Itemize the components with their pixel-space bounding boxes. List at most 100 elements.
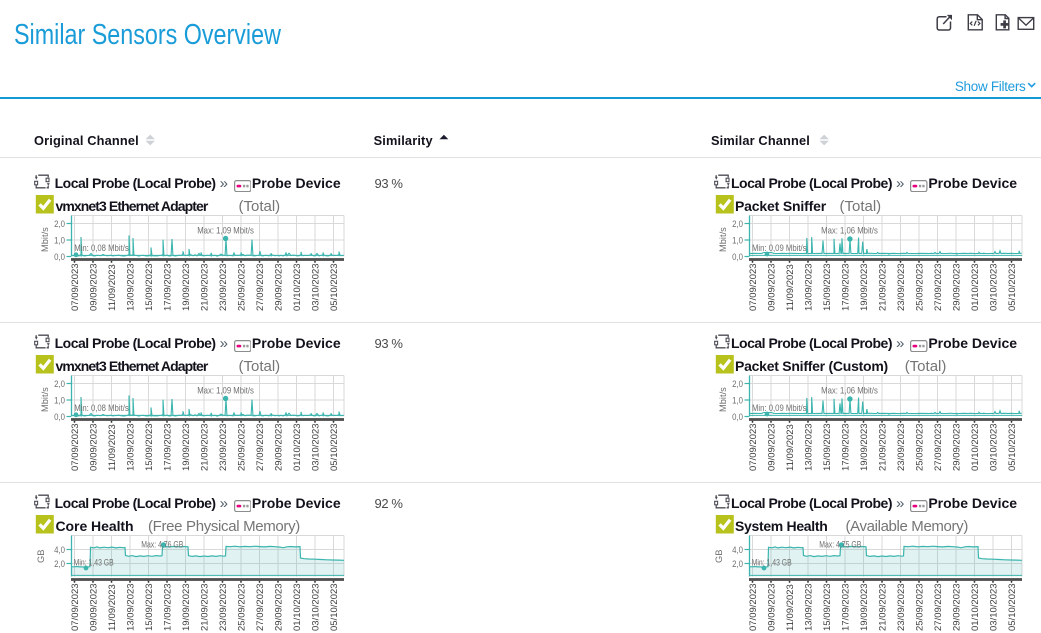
svg-text:11/09/2023: 11/09/2023 bbox=[107, 584, 118, 631]
svg-text:13/09/2023: 13/09/2023 bbox=[803, 423, 814, 471]
svg-text:09/09/2023: 09/09/2023 bbox=[88, 583, 99, 631]
svg-text:05/10/2023: 05/10/2023 bbox=[1007, 583, 1018, 631]
svg-text:19/09/2023: 19/09/2023 bbox=[859, 263, 870, 311]
svg-text:05/10/2023: 05/10/2023 bbox=[1007, 263, 1018, 311]
svg-text:Mbit/s: Mbit/s bbox=[718, 387, 728, 412]
svg-text:07/09/2023: 07/09/2023 bbox=[748, 583, 759, 631]
svg-text:29/09/2023: 29/09/2023 bbox=[273, 423, 284, 471]
svg-text:01/10/2023: 01/10/2023 bbox=[970, 583, 981, 631]
svg-text:19/09/2023: 19/09/2023 bbox=[859, 423, 870, 471]
svg-text:2,0: 2,0 bbox=[54, 378, 65, 389]
svg-text:07/09/2023: 07/09/2023 bbox=[70, 263, 81, 311]
svg-text:27/09/2023: 27/09/2023 bbox=[933, 583, 944, 631]
svg-text:23/09/2023: 23/09/2023 bbox=[218, 263, 229, 311]
svg-text:Max: 4,76 GB: Max: 4,76 GB bbox=[141, 539, 183, 549]
svg-text:01/10/2023: 01/10/2023 bbox=[292, 263, 303, 311]
svg-text:25/09/2023: 25/09/2023 bbox=[914, 583, 925, 631]
svg-text:27/09/2023: 27/09/2023 bbox=[255, 423, 266, 471]
svg-text:11/09/2023: 11/09/2023 bbox=[107, 424, 118, 471]
svg-text:17/09/2023: 17/09/2023 bbox=[840, 263, 851, 311]
svg-text:09/09/2023: 09/09/2023 bbox=[88, 423, 99, 471]
svg-text:0,0: 0,0 bbox=[54, 411, 65, 422]
svg-text:05/10/2023: 05/10/2023 bbox=[329, 423, 340, 471]
svg-text:21/09/2023: 21/09/2023 bbox=[877, 263, 888, 311]
svg-text:27/09/2023: 27/09/2023 bbox=[933, 263, 944, 311]
svg-text:0,0: 0,0 bbox=[732, 411, 743, 422]
svg-text:2,0: 2,0 bbox=[732, 378, 743, 389]
svg-text:15/09/2023: 15/09/2023 bbox=[144, 583, 155, 631]
svg-text:07/09/2023: 07/09/2023 bbox=[70, 423, 81, 471]
svg-text:01/10/2023: 01/10/2023 bbox=[292, 583, 303, 631]
svg-text:2,0: 2,0 bbox=[54, 558, 65, 569]
svg-text:1,0: 1,0 bbox=[54, 395, 65, 406]
svg-text:03/10/2023: 03/10/2023 bbox=[310, 583, 321, 631]
svg-text:09/09/2023: 09/09/2023 bbox=[88, 263, 99, 311]
svg-text:03/10/2023: 03/10/2023 bbox=[310, 423, 321, 471]
svg-text:15/09/2023: 15/09/2023 bbox=[144, 423, 155, 471]
svg-text:07/09/2023: 07/09/2023 bbox=[748, 423, 759, 471]
svg-text:03/10/2023: 03/10/2023 bbox=[988, 583, 999, 631]
svg-text:27/09/2023: 27/09/2023 bbox=[255, 583, 266, 631]
svg-text:25/09/2023: 25/09/2023 bbox=[236, 583, 247, 631]
svg-text:05/10/2023: 05/10/2023 bbox=[1007, 423, 1018, 471]
svg-text:25/09/2023: 25/09/2023 bbox=[914, 263, 925, 311]
svg-text:1,0: 1,0 bbox=[732, 395, 743, 406]
svg-text:19/09/2023: 19/09/2023 bbox=[181, 583, 192, 631]
svg-text:29/09/2023: 29/09/2023 bbox=[273, 583, 284, 631]
svg-text:4,0: 4,0 bbox=[732, 544, 743, 555]
svg-text:21/09/2023: 21/09/2023 bbox=[199, 583, 210, 631]
svg-text:13/09/2023: 13/09/2023 bbox=[803, 263, 814, 311]
svg-text:17/09/2023: 17/09/2023 bbox=[840, 423, 851, 471]
svg-text:27/09/2023: 27/09/2023 bbox=[933, 423, 944, 471]
svg-text:15/09/2023: 15/09/2023 bbox=[822, 263, 833, 311]
svg-text:21/09/2023: 21/09/2023 bbox=[199, 423, 210, 471]
svg-text:Max: 1,09 Mbit/s: Max: 1,09 Mbit/s bbox=[197, 225, 254, 236]
svg-text:01/10/2023: 01/10/2023 bbox=[292, 423, 303, 471]
svg-text:23/09/2023: 23/09/2023 bbox=[218, 423, 229, 471]
svg-text:2,0: 2,0 bbox=[732, 558, 743, 569]
svg-text:17/09/2023: 17/09/2023 bbox=[162, 263, 173, 311]
svg-text:15/09/2023: 15/09/2023 bbox=[144, 263, 155, 311]
svg-text:29/09/2023: 29/09/2023 bbox=[951, 423, 962, 471]
svg-text:23/09/2023: 23/09/2023 bbox=[896, 423, 907, 471]
svg-text:Mbit/s: Mbit/s bbox=[40, 227, 50, 252]
svg-text:09/09/2023: 09/09/2023 bbox=[766, 583, 777, 631]
svg-text:23/09/2023: 23/09/2023 bbox=[896, 583, 907, 631]
svg-text:13/09/2023: 13/09/2023 bbox=[125, 583, 136, 631]
svg-text:07/09/2023: 07/09/2023 bbox=[70, 583, 81, 631]
svg-text:01/10/2023: 01/10/2023 bbox=[970, 263, 981, 311]
svg-text:19/09/2023: 19/09/2023 bbox=[181, 263, 192, 311]
svg-text:21/09/2023: 21/09/2023 bbox=[877, 423, 888, 471]
svg-text:23/09/2023: 23/09/2023 bbox=[218, 583, 229, 631]
svg-text:Min: 0,09 Mbit/s: Min: 0,09 Mbit/s bbox=[752, 403, 807, 414]
svg-text:23/09/2023: 23/09/2023 bbox=[896, 263, 907, 311]
svg-text:19/09/2023: 19/09/2023 bbox=[859, 583, 870, 631]
svg-text:Mbit/s: Mbit/s bbox=[718, 227, 728, 252]
svg-text:17/09/2023: 17/09/2023 bbox=[840, 583, 851, 631]
svg-text:Min: 0,08 Mbit/s: Min: 0,08 Mbit/s bbox=[74, 403, 129, 414]
svg-text:03/10/2023: 03/10/2023 bbox=[310, 263, 321, 311]
svg-text:1,0: 1,0 bbox=[54, 235, 65, 246]
svg-text:25/09/2023: 25/09/2023 bbox=[236, 423, 247, 471]
svg-text:11/09/2023: 11/09/2023 bbox=[107, 264, 118, 311]
svg-text:11/09/2023: 11/09/2023 bbox=[785, 424, 796, 471]
svg-text:21/09/2023: 21/09/2023 bbox=[877, 583, 888, 631]
svg-text:1,0: 1,0 bbox=[732, 235, 743, 246]
svg-text:07/09/2023: 07/09/2023 bbox=[748, 263, 759, 311]
svg-text:11/09/2023: 11/09/2023 bbox=[785, 264, 796, 311]
svg-text:01/10/2023: 01/10/2023 bbox=[970, 423, 981, 471]
svg-text:Min: 1,43 GB: Min: 1,43 GB bbox=[74, 558, 115, 568]
svg-text:2,0: 2,0 bbox=[54, 218, 65, 229]
svg-text:19/09/2023: 19/09/2023 bbox=[181, 423, 192, 471]
svg-text:27/09/2023: 27/09/2023 bbox=[255, 263, 266, 311]
svg-text:15/09/2023: 15/09/2023 bbox=[822, 583, 833, 631]
svg-text:Max: 4,75 GB: Max: 4,75 GB bbox=[819, 539, 861, 549]
svg-text:Min: 0,09 Mbit/s: Min: 0,09 Mbit/s bbox=[752, 243, 807, 254]
svg-text:Max: 1,09 Mbit/s: Max: 1,09 Mbit/s bbox=[197, 385, 254, 396]
svg-text:Max: 1,06 Mbit/s: Max: 1,06 Mbit/s bbox=[821, 225, 878, 236]
svg-text:21/09/2023: 21/09/2023 bbox=[199, 263, 210, 311]
svg-text:29/09/2023: 29/09/2023 bbox=[273, 263, 284, 311]
svg-text:GB: GB bbox=[714, 550, 724, 563]
svg-text:0,0: 0,0 bbox=[732, 251, 743, 262]
svg-text:0,0: 0,0 bbox=[54, 251, 65, 262]
